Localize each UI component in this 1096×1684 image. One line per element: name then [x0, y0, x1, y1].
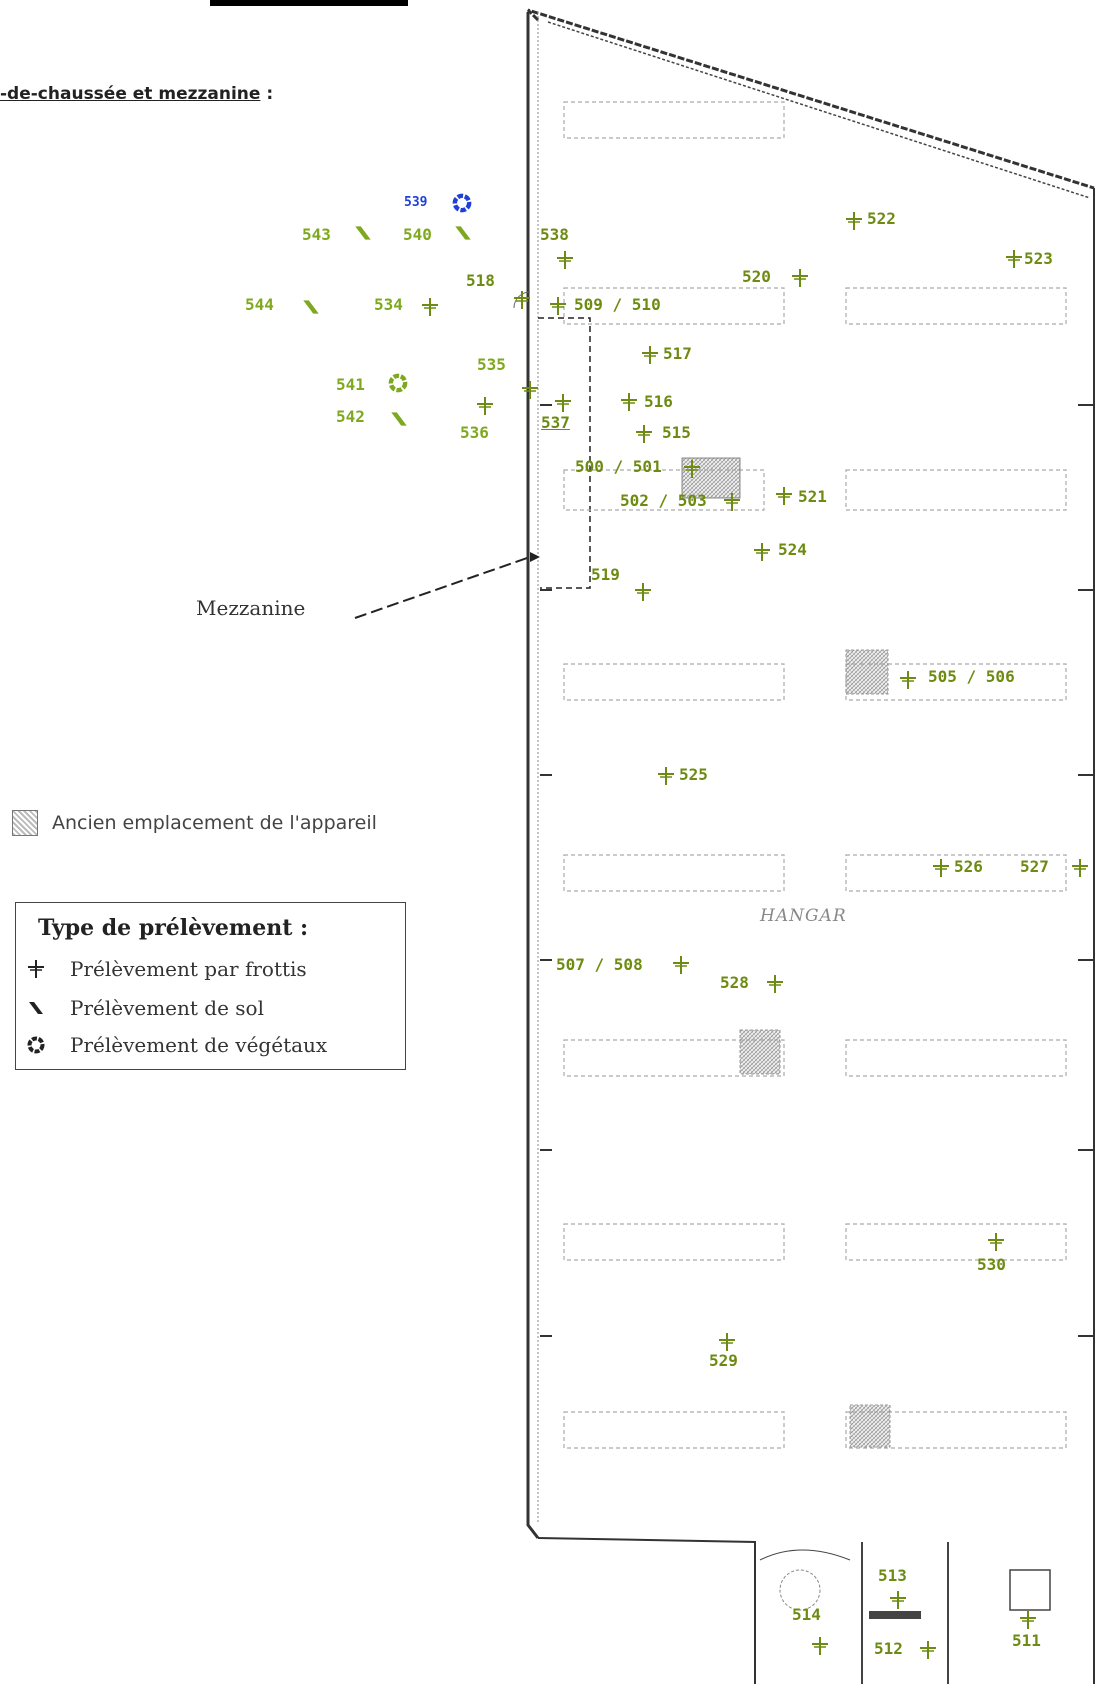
label-530: 530 [977, 1255, 1006, 1274]
soil-markers [303, 226, 471, 426]
legend-label-sol: Prélèvement de sol [70, 996, 264, 1020]
label-534: 534 [374, 295, 403, 314]
legend-item-vegetaux: Prélèvement de végétaux [24, 1033, 327, 1057]
label-529: 529 [709, 1351, 738, 1370]
label-535: 535 [477, 355, 506, 374]
label-514: 514 [792, 1605, 821, 1624]
label-523: 523 [1024, 249, 1053, 268]
label-522: 522 [867, 209, 896, 228]
label-541: 541 [336, 375, 365, 394]
legend-item-frottis: Prélèvement par frottis [24, 957, 307, 981]
title-underline-bar [210, 0, 408, 6]
label-539: 539 [404, 195, 428, 210]
label-509-510: 509 / 510 [574, 295, 661, 314]
label-528: 528 [720, 973, 749, 992]
label-536: 536 [460, 423, 489, 442]
vegetation-ring-icon [24, 1035, 48, 1055]
label-538: 538 [540, 225, 569, 244]
sanitary-rooms [759, 1542, 1051, 1684]
label-516: 516 [644, 392, 673, 411]
legend-label-vegetaux: Prélèvement de végétaux [70, 1033, 328, 1057]
label-500-501: 500 / 501 [575, 457, 662, 476]
label-537: 537 [541, 413, 570, 432]
label-544: 544 [245, 295, 274, 314]
frottis-markers [421, 211, 1089, 1660]
label-527: 527 [1020, 857, 1049, 876]
label-521: 521 [798, 487, 827, 506]
hangar-label: HANGAR [760, 906, 847, 926]
label-507-508: 507 / 508 [556, 955, 643, 974]
label-513: 513 [878, 1566, 907, 1585]
legend-item-sol: Prélèvement de sol [24, 996, 264, 1020]
cross-marker-icon [24, 959, 48, 979]
hatch-swatch-icon [12, 810, 38, 836]
label-543: 543 [302, 225, 331, 244]
label-502-503: 502 / 503 [620, 491, 707, 510]
label-512: 512 [874, 1639, 903, 1658]
building-outline [526, 8, 1095, 1684]
ancien-emplacement-legend: Ancien emplacement de l'appareil [12, 810, 377, 836]
label-519: 519 [591, 565, 620, 584]
label-540: 540 [403, 225, 432, 244]
label-515: 515 [662, 423, 691, 442]
label-524: 524 [778, 540, 807, 559]
mezzanine-pointer [354, 556, 531, 619]
label-517: 517 [663, 344, 692, 363]
label-511: 511 [1012, 1631, 1041, 1650]
mezzanine-label: Mezzanine [196, 596, 306, 620]
sample-type-legend: Type de prélèvement : Prélèvement par fr… [15, 902, 406, 1070]
label-505-506: 505 / 506 [928, 667, 1015, 686]
label-520: 520 [742, 267, 771, 286]
soil-sample-icon [24, 998, 48, 1018]
mezzanine-outline [538, 317, 591, 589]
label-518: 518 [466, 271, 495, 290]
legend-label-frottis: Prélèvement par frottis [70, 957, 307, 981]
page-heading: -de-chaussée et mezzanine : [0, 84, 274, 104]
ancien-emplacement-text: Ancien emplacement de l'appareil [52, 812, 377, 834]
label-525: 525 [679, 765, 708, 784]
legend-title: Type de prélèvement : [38, 915, 309, 941]
label-542: 542 [336, 407, 365, 426]
label-526: 526 [954, 857, 983, 876]
